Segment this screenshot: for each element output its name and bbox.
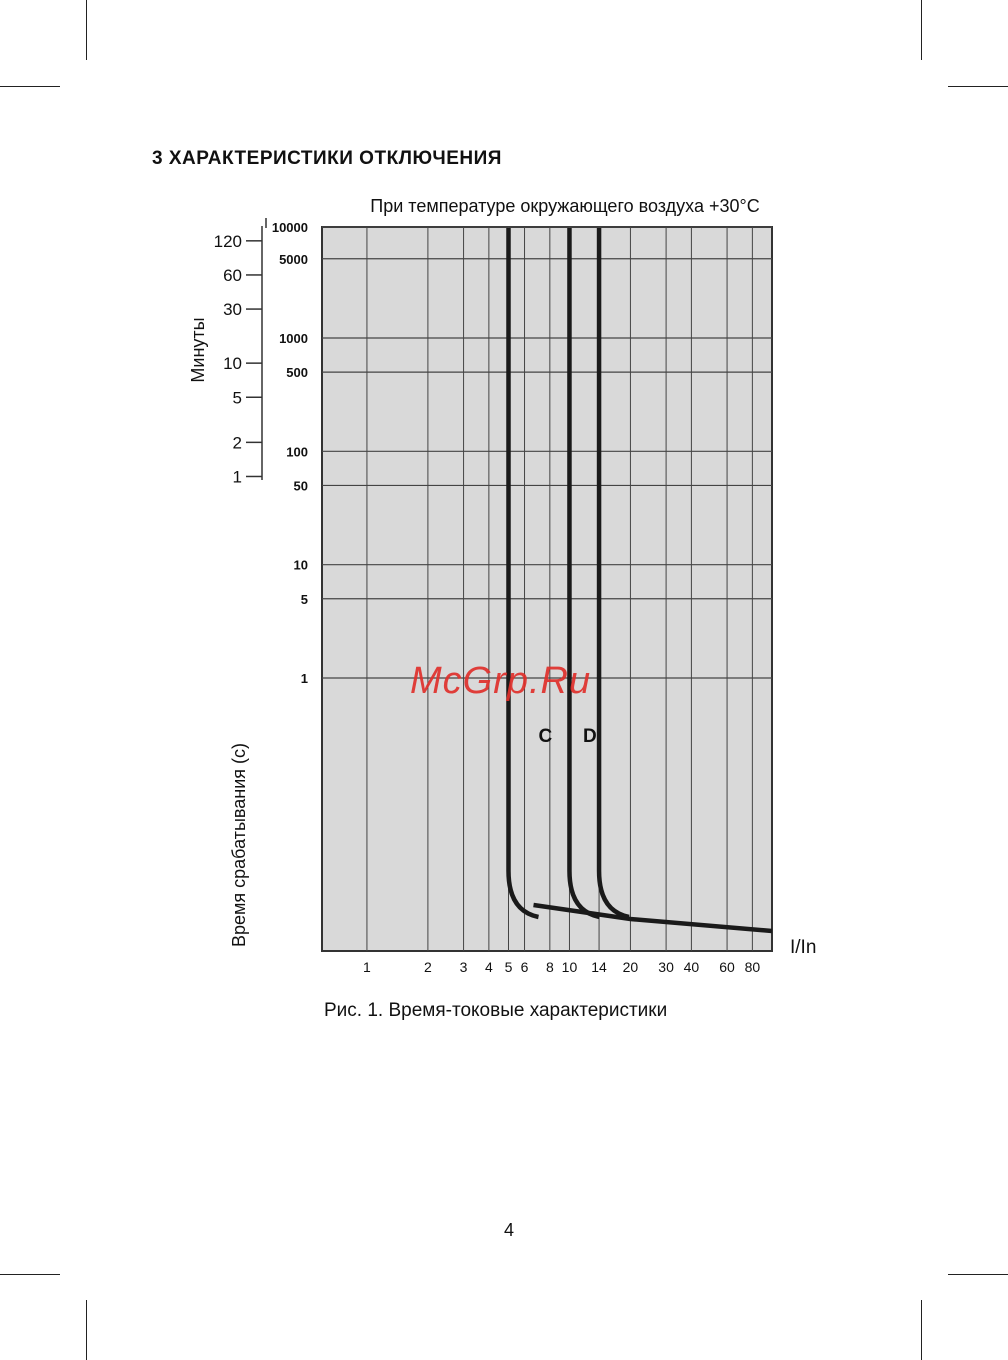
y-tick-label-minutes: 1: [233, 467, 242, 486]
crop-mark-bottom-left-v: [86, 1300, 87, 1360]
y-tick-label-seconds: 1: [301, 671, 308, 686]
trip-curve-tail: [533, 902, 773, 934]
trip-curves: [506, 228, 773, 934]
x-tick-label: 30: [658, 959, 674, 975]
page-number: 4: [504, 1220, 515, 1240]
x-axis-label: I/In: [790, 937, 816, 958]
figure-caption: Рис. 1. Время-токовые характеристики: [324, 1000, 668, 1021]
x-tick-label: 10: [562, 959, 578, 975]
x-tick-label: 1: [363, 959, 371, 975]
y-axis-label-seconds: Время срабатывания (с): [229, 743, 249, 947]
y-tick-label-minutes: 30: [223, 300, 242, 319]
crop-mark-bottom-left-h: [0, 1274, 60, 1275]
y-tick-labels-seconds: 10000 5000 1000 500 100 50 10 5 1: [272, 220, 308, 686]
y-tick-label-minutes: 120: [214, 232, 242, 251]
x-tick-label: 8: [546, 959, 554, 975]
crop-mark-bottom-right-v: [921, 1300, 922, 1360]
y-tick-label-seconds: 500: [286, 365, 308, 380]
y-tick-label-seconds: 5: [301, 592, 308, 607]
x-tick-label: 60: [719, 959, 735, 975]
watermark-logo: McGrp.Ru: [410, 660, 592, 702]
trip-curve-D: [596, 228, 630, 920]
x-tick-label: 14: [591, 959, 607, 975]
y-tick-label-minutes: 2: [233, 433, 242, 452]
y-axis-label-minutes: Минуты: [188, 317, 208, 382]
plot-area: [321, 226, 773, 952]
y-tick-label-seconds: 5000: [279, 252, 308, 267]
crop-mark-top-right-h: [948, 86, 1008, 87]
x-tick-label: 3: [460, 959, 468, 975]
chart-title: При температуре окружающего воздуха +30°…: [370, 196, 759, 216]
trip-curve-C: [506, 228, 540, 920]
y-tick-label-minutes: 5: [233, 388, 242, 407]
x-tick-label: 4: [485, 959, 493, 975]
crop-mark-bottom-right-h: [948, 1274, 1008, 1275]
curve-label-C: C: [538, 726, 552, 747]
x-tick-label: 80: [745, 959, 761, 975]
y-tick-label-seconds: 50: [294, 478, 308, 493]
y-tick-label-minutes: 60: [223, 266, 242, 285]
x-tick-label: 20: [623, 959, 639, 975]
x-tick-label: 5: [505, 959, 513, 975]
y-tick-label-seconds: 1000: [279, 331, 308, 346]
x-tick-labels: 1 2 3 4 5 6 8 10 14 20 30 40 60 80: [363, 959, 760, 975]
x-tick-label: 2: [424, 959, 432, 975]
horizontal-gridlines: [322, 226, 772, 679]
y-tick-label-minutes: 10: [223, 354, 242, 373]
x-tick-label: 6: [521, 959, 529, 975]
x-tick-label: 40: [684, 959, 700, 975]
y-tick-label-seconds: 10000: [272, 220, 308, 235]
y-tick-label-seconds: 100: [286, 444, 308, 459]
y-tick-labels-minutes: 120 60 30 10 5 2 1: [214, 232, 262, 486]
section-title: 3 ХАРАКТЕРИСТИКИ ОТКЛЮЧЕНИЯ: [152, 148, 502, 169]
y-tick-label-seconds: 10: [294, 558, 308, 573]
crop-mark-top-left-v: [86, 0, 87, 60]
crop-mark-top-right-v: [921, 0, 922, 60]
crop-mark-top-left-h: [0, 86, 60, 87]
curve-label-D: D: [583, 726, 597, 747]
